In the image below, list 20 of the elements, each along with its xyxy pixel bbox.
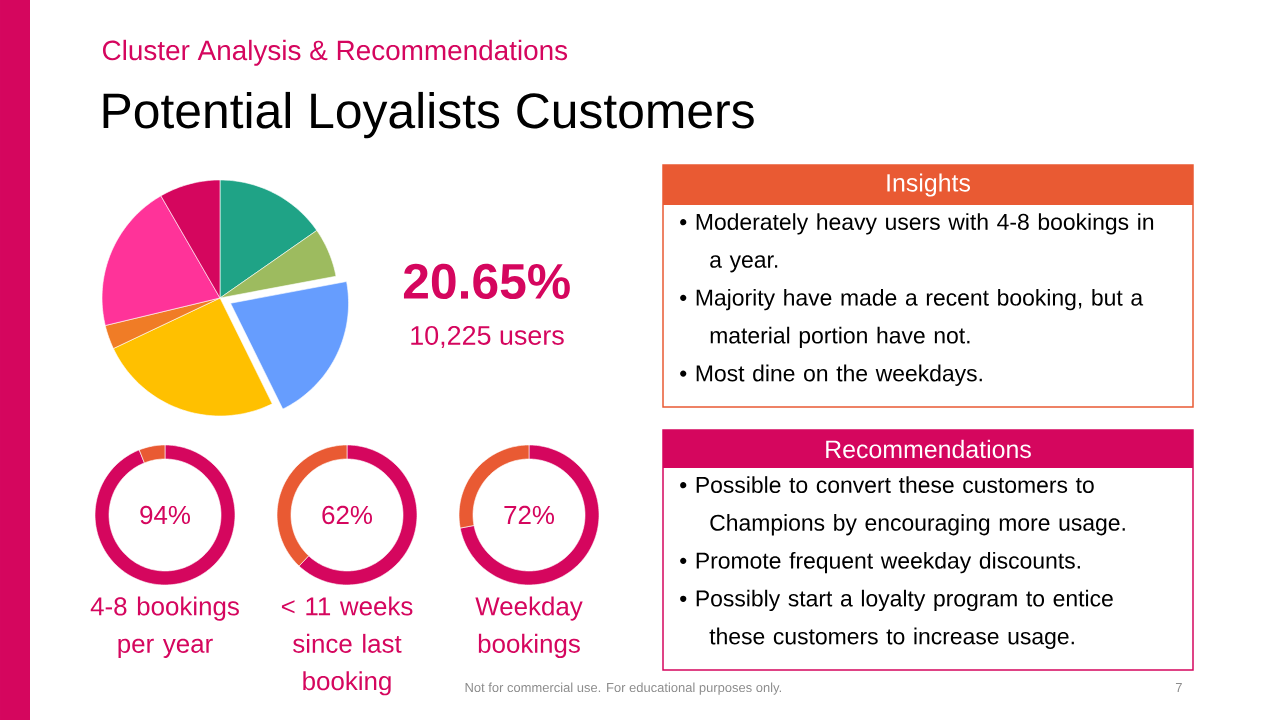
chart-subtitle: Cluster Analysis & Recommendations: [102, 39, 568, 66]
text: • Possible to convert these customers to Champions by encouraging more usage.: [680, 476, 1125, 536]
text: Recommendations: [826, 439, 1031, 459]
text: Weekday bookings: [475, 596, 583, 659]
text: • Majority have made a recent booking, but a material portion have not.: [680, 288, 1144, 349]
data-label: 62%: [322, 505, 372, 525]
text: 4-8 bookings per year: [90, 596, 239, 659]
text: • Moderately heavy users with 4-8 bookings in a year.: [680, 213, 1154, 273]
text: 10,225 users: [411, 325, 564, 349]
data-label: 20.65%: [403, 263, 570, 300]
text: < 11 weeks since last booking: [281, 596, 413, 696]
text: Not for commercial use. For educational purposes only.: [465, 682, 781, 695]
chart-title: Potential Loyalists Customers: [103, 91, 754, 139]
text: • Possibly start a loyalty program to entice these customers to increase usage.: [680, 589, 1113, 649]
text: Insights: [887, 173, 971, 197]
text: 7: [1175, 683, 1182, 692]
text: • Most dine on the weekdays.: [680, 364, 982, 386]
data-label: 72%: [504, 505, 554, 525]
text: • Promote frequent weekday discounts.: [680, 551, 1080, 574]
data-label: 94%: [140, 505, 190, 525]
